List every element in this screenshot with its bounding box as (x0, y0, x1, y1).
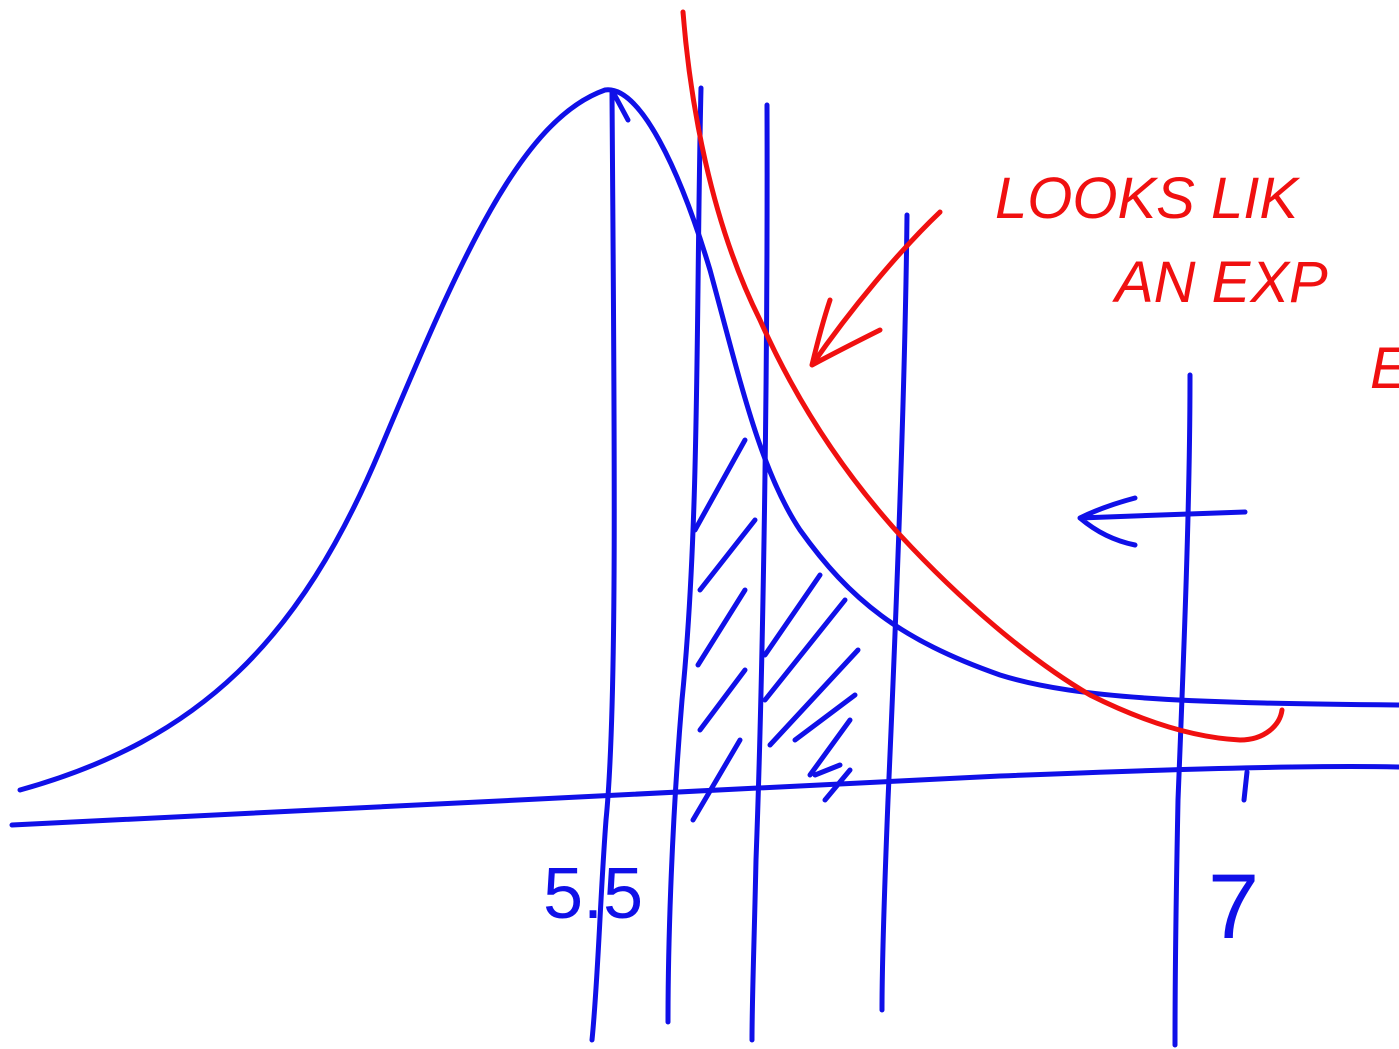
vertical-line (1172, 372, 1193, 1048)
vertical-line (589, 89, 617, 1043)
hatching (690, 437, 861, 823)
tick (1241, 769, 1250, 803)
bell-curve (17, 87, 1399, 793)
pointer-arrow (809, 209, 943, 368)
peak-mark (610, 89, 631, 123)
annotation: LOOKS LIK (995, 166, 1300, 231)
vertical-line (749, 102, 770, 1043)
x-axis (9, 764, 1399, 828)
exponential-curve (680, 9, 1285, 743)
axis-label: 5.5 (543, 854, 643, 934)
axis-label: 7 (1208, 856, 1259, 958)
annotation: E (1370, 336, 1399, 401)
vertical-line (665, 85, 704, 1025)
arrow (1077, 495, 1248, 548)
annotation: AN EXP (1112, 250, 1328, 315)
vertical-line (879, 212, 910, 1013)
